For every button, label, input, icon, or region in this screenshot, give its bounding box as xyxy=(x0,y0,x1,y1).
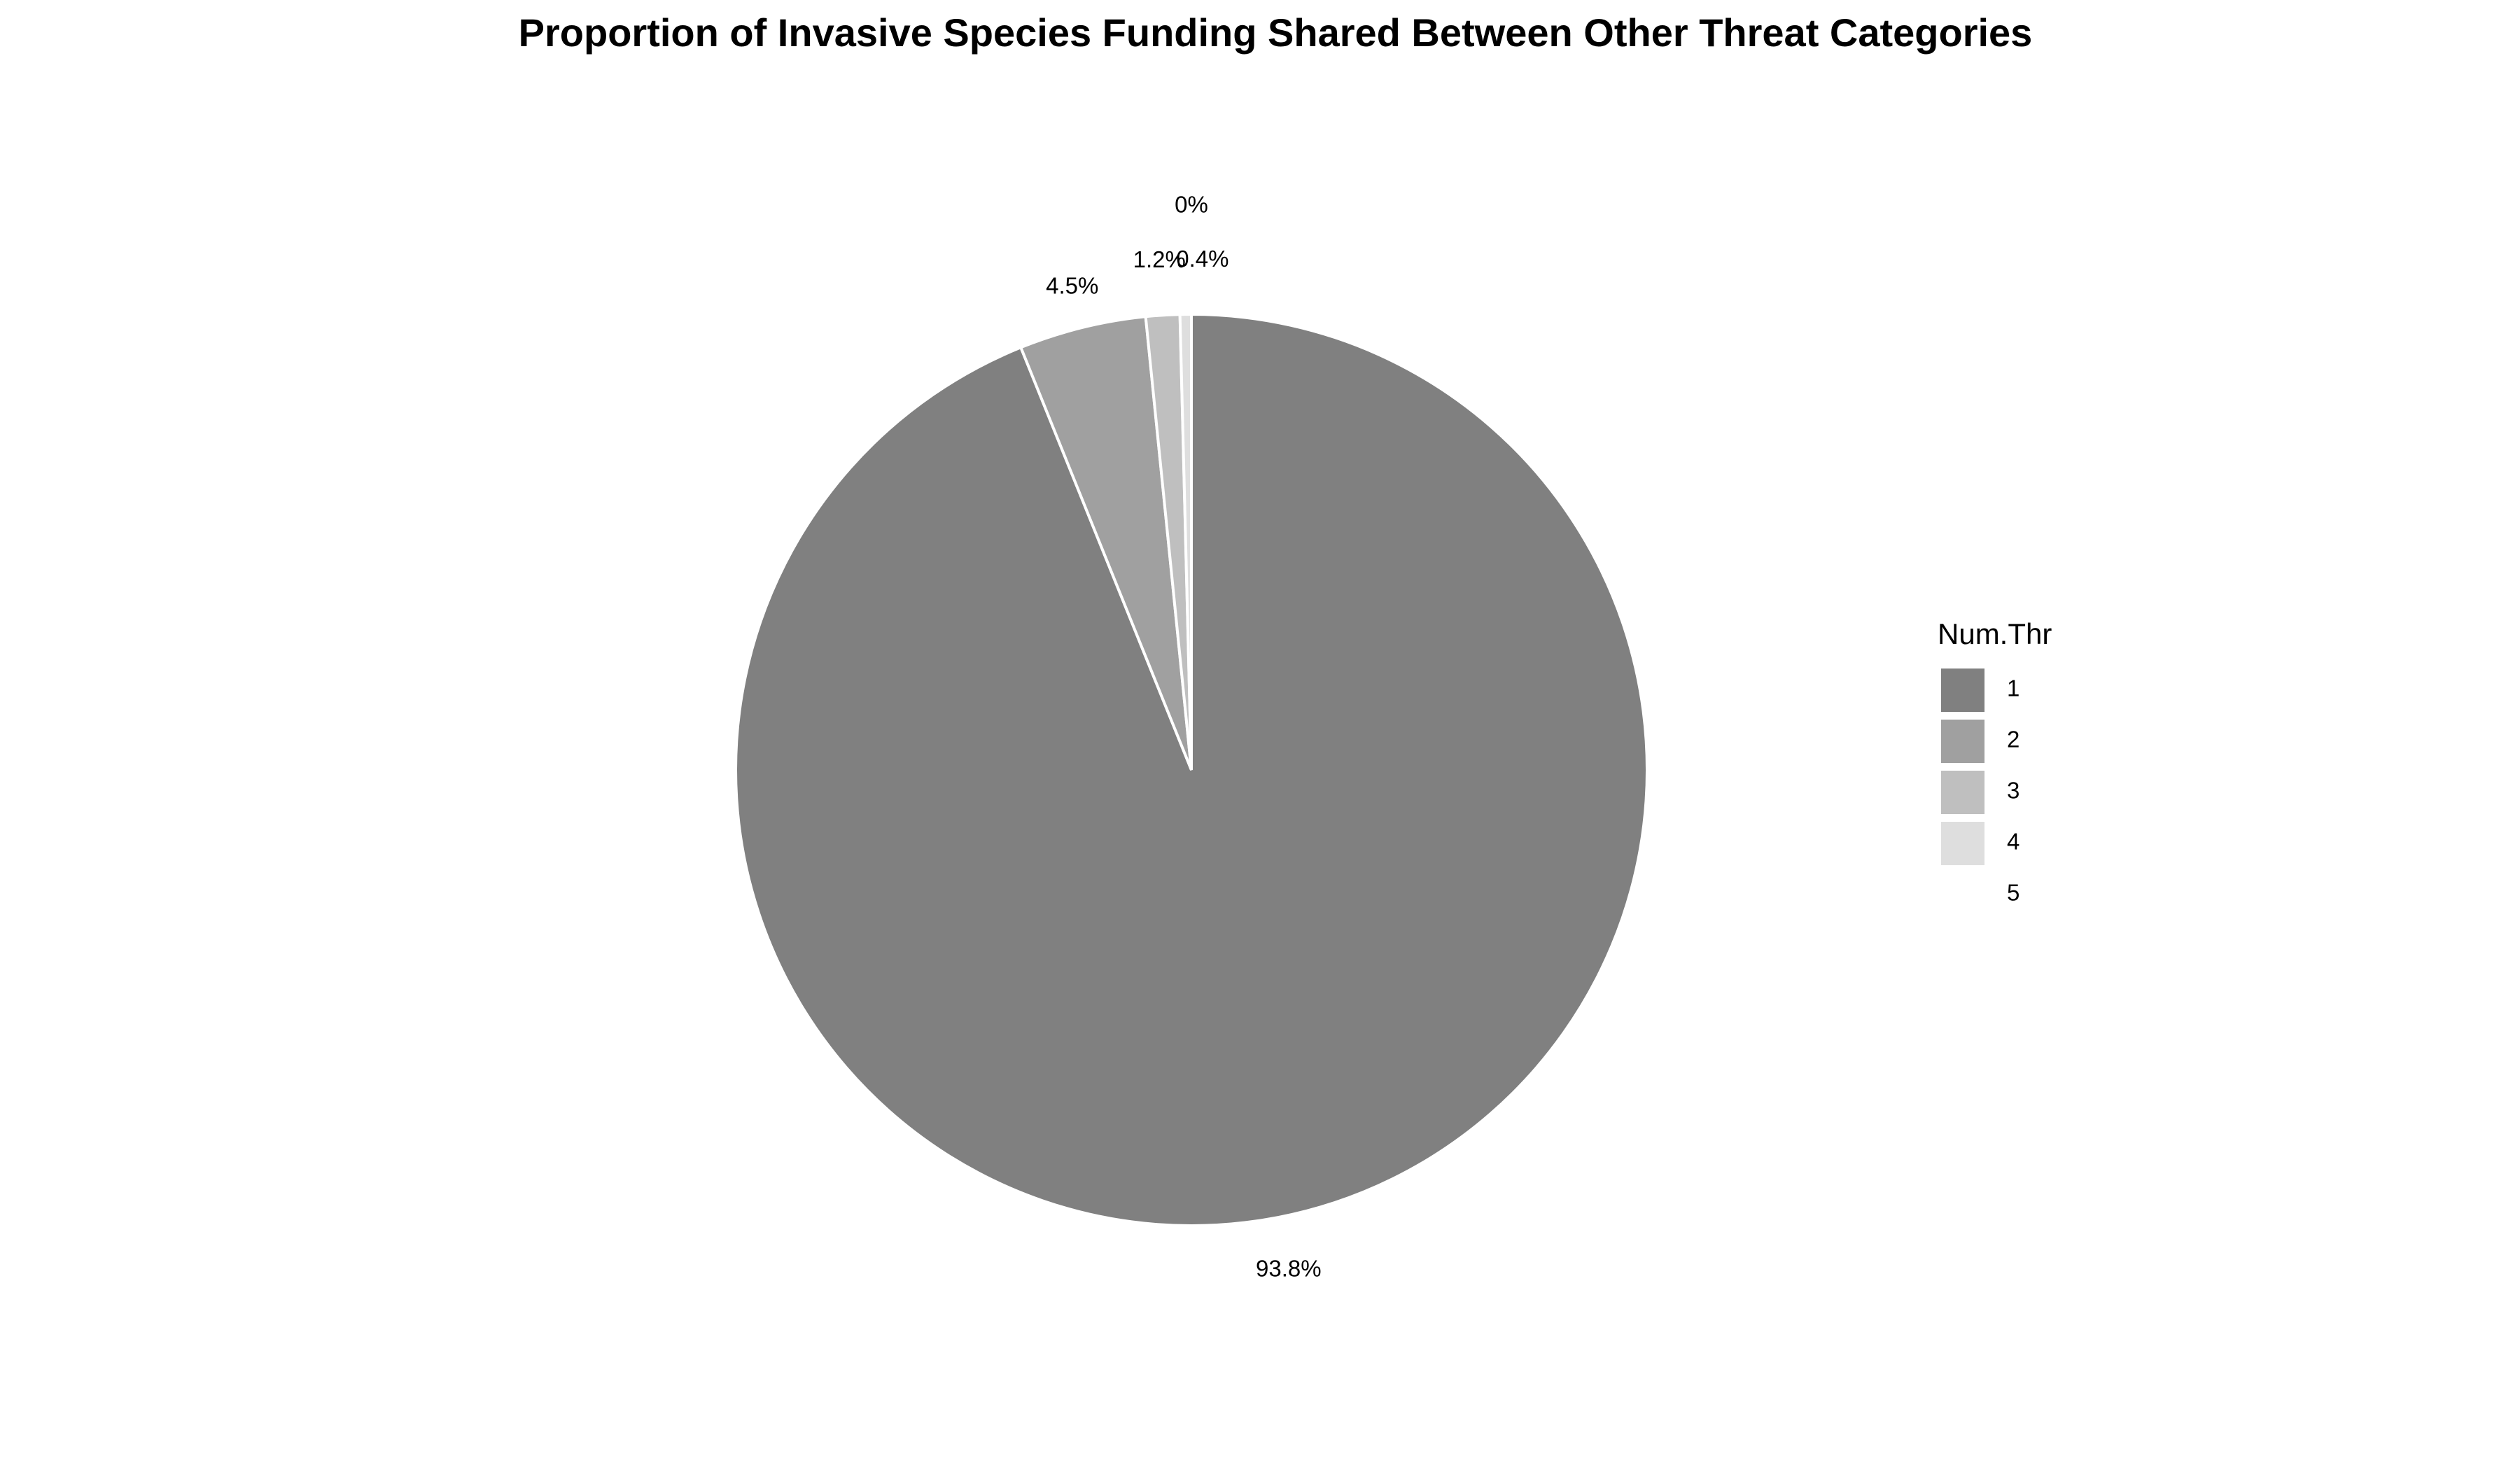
legend-key-5 xyxy=(1941,873,1984,916)
legend-key-3 xyxy=(1941,771,1984,814)
slice-label-2: 4.5% xyxy=(1046,272,1098,298)
pie-slices xyxy=(734,312,1648,1227)
legend-label-3: 3 xyxy=(2007,778,2019,804)
legend-label-1: 1 xyxy=(2007,676,2019,701)
legend-label-4: 4 xyxy=(2007,829,2019,855)
legend-label-5: 5 xyxy=(2007,880,2019,906)
slice-label-1: 93.8% xyxy=(1256,1255,1322,1281)
pie-slice-2 xyxy=(1018,315,1193,771)
legend-title: Num.Thr xyxy=(1938,617,2052,650)
legend-items: 1 2 3 4 5 xyxy=(1941,668,2019,916)
legend: Num.Thr 1 2 3 4 5 xyxy=(1938,617,2052,916)
slice-label-4: 0.4% xyxy=(1176,246,1228,272)
pie-slice-4 xyxy=(1178,312,1193,771)
legend-label-2: 2 xyxy=(2007,727,2019,752)
legend-key-1 xyxy=(1941,668,1984,712)
legend-key-4 xyxy=(1941,822,1984,865)
chart-title: Proportion of Invasive Species Funding S… xyxy=(519,10,2033,55)
slice-label-5: 0% xyxy=(1175,192,1208,218)
slice-label-3: 1.2% xyxy=(1133,246,1186,272)
legend-key-2 xyxy=(1941,720,1984,763)
slice-labels: 93.8% 4.5% 1.2%0.4% 0% xyxy=(1046,192,1321,1282)
